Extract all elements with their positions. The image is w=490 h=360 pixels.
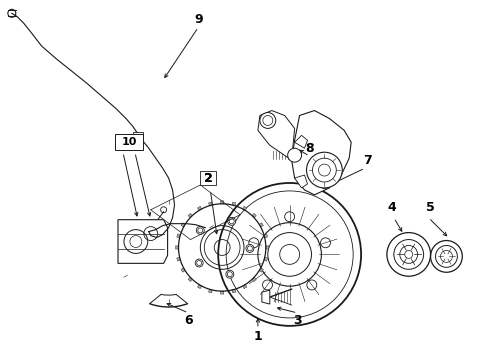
Polygon shape: [258, 111, 294, 160]
Polygon shape: [294, 135, 308, 148]
Bar: [115, 134, 143, 150]
Polygon shape: [197, 206, 202, 211]
Circle shape: [246, 244, 254, 252]
Text: 6: 6: [184, 314, 193, 327]
Polygon shape: [188, 277, 193, 282]
Circle shape: [320, 238, 330, 248]
Text: 7: 7: [363, 154, 371, 167]
Polygon shape: [209, 289, 212, 293]
Text: 2: 2: [204, 171, 213, 185]
Polygon shape: [220, 291, 224, 294]
Polygon shape: [252, 213, 256, 218]
Text: 3: 3: [294, 314, 302, 327]
Polygon shape: [294, 175, 308, 188]
Bar: [200, 171, 216, 185]
Polygon shape: [188, 213, 193, 218]
Circle shape: [285, 212, 294, 222]
Text: 4: 4: [388, 201, 396, 214]
Polygon shape: [177, 234, 180, 238]
Circle shape: [228, 217, 236, 225]
Polygon shape: [220, 201, 224, 204]
Polygon shape: [292, 111, 351, 195]
Circle shape: [307, 152, 342, 188]
Bar: [133, 132, 143, 142]
Text: 10: 10: [121, 137, 137, 147]
Polygon shape: [181, 223, 185, 227]
Circle shape: [260, 113, 276, 129]
Text: 1: 1: [253, 330, 262, 343]
Polygon shape: [243, 284, 247, 289]
Circle shape: [196, 226, 204, 234]
Polygon shape: [252, 277, 256, 282]
Circle shape: [263, 280, 272, 290]
Polygon shape: [177, 257, 180, 261]
Polygon shape: [197, 284, 202, 289]
Polygon shape: [262, 290, 270, 304]
Polygon shape: [232, 202, 236, 206]
Polygon shape: [259, 223, 263, 227]
Text: 2: 2: [204, 171, 213, 185]
Polygon shape: [209, 202, 212, 206]
Polygon shape: [118, 220, 168, 264]
Text: 9: 9: [194, 13, 203, 26]
Circle shape: [226, 270, 234, 278]
Polygon shape: [243, 206, 247, 211]
Polygon shape: [266, 246, 269, 249]
Text: 5: 5: [426, 201, 435, 214]
Text: 8: 8: [305, 142, 314, 155]
Circle shape: [288, 148, 301, 162]
Polygon shape: [175, 246, 178, 249]
Polygon shape: [264, 234, 268, 238]
Polygon shape: [259, 268, 263, 272]
Polygon shape: [181, 268, 185, 272]
Polygon shape: [232, 289, 236, 293]
Circle shape: [195, 259, 203, 267]
Circle shape: [307, 280, 317, 290]
Polygon shape: [264, 257, 268, 261]
Circle shape: [249, 238, 259, 248]
